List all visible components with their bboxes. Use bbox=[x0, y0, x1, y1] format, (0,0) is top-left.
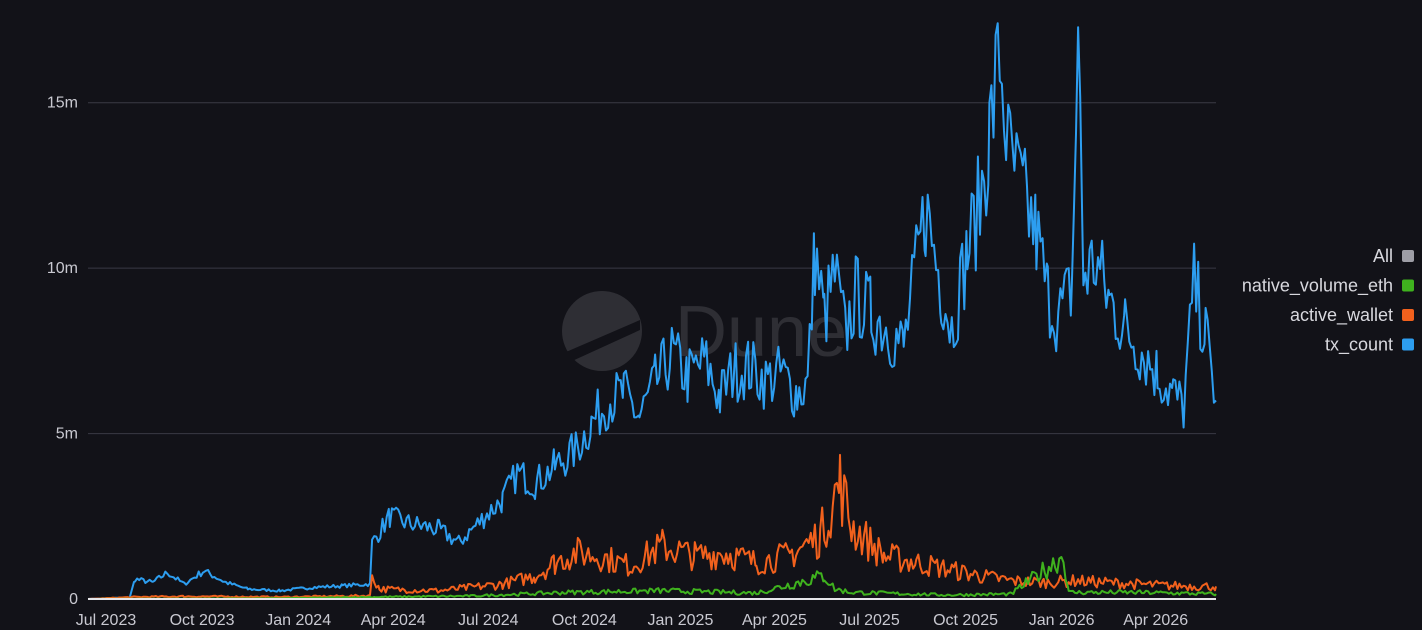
y-tick-label: 5m bbox=[56, 426, 78, 443]
x-tick-label: Jan 2025 bbox=[648, 612, 714, 629]
legend-label: active_wallet bbox=[1290, 305, 1393, 326]
legend-item-native-volume-eth[interactable]: native_volume_eth bbox=[1242, 276, 1414, 297]
y-tick-label: 10m bbox=[47, 260, 78, 277]
x-tick-label: Jul 2025 bbox=[839, 612, 900, 629]
y-tick-label: 15m bbox=[47, 95, 78, 112]
legend-item-active-wallet[interactable]: active_wallet bbox=[1290, 305, 1414, 326]
x-tick-label: Jan 2024 bbox=[265, 612, 331, 629]
x-tick-label: Apr 2024 bbox=[361, 612, 426, 629]
dune-watermark: Dune bbox=[562, 291, 847, 372]
legend-swatch bbox=[1402, 250, 1414, 262]
watermark-text: Dune bbox=[675, 292, 847, 372]
series-line-tx-count bbox=[87, 22, 1217, 600]
legend[interactable]: All native_volume_eth active_wallet tx_coun… bbox=[1242, 246, 1414, 356]
series-layer bbox=[87, 22, 1217, 600]
x-tick-label: Jul 2023 bbox=[76, 612, 137, 629]
x-tick-label: Oct 2023 bbox=[170, 612, 235, 629]
y-tick-label: 0 bbox=[69, 591, 78, 608]
legend-swatch bbox=[1402, 309, 1414, 321]
x-tick-label: Jan 2026 bbox=[1029, 612, 1095, 629]
series-line-native-volume-eth bbox=[88, 556, 1217, 600]
legend-item-all[interactable]: All bbox=[1373, 246, 1414, 266]
x-tick-label: Jul 2024 bbox=[458, 612, 519, 629]
legend-label: native_volume_eth bbox=[1242, 276, 1393, 297]
dune-logo-slash bbox=[566, 320, 640, 362]
x-axis-labels: Jul 2023 Oct 2023 Jan 2024 Apr 2024 Jul 2024… bbox=[76, 612, 1188, 629]
legend-label: tx_count bbox=[1325, 335, 1393, 356]
legend-label: All bbox=[1373, 246, 1393, 266]
y-axis-labels: 0 5m 10m 15m bbox=[47, 95, 78, 608]
x-tick-label: Oct 2024 bbox=[552, 612, 617, 629]
x-tick-label: Oct 2025 bbox=[933, 612, 998, 629]
dune-logo-icon bbox=[562, 291, 642, 371]
legend-item-tx-count[interactable]: tx_count bbox=[1325, 335, 1414, 356]
legend-swatch bbox=[1402, 338, 1414, 351]
x-tick-label: Apr 2026 bbox=[1123, 612, 1188, 629]
legend-swatch bbox=[1402, 279, 1414, 292]
grid-lines bbox=[88, 102, 1216, 435]
x-tick-label: Apr 2025 bbox=[742, 612, 807, 629]
